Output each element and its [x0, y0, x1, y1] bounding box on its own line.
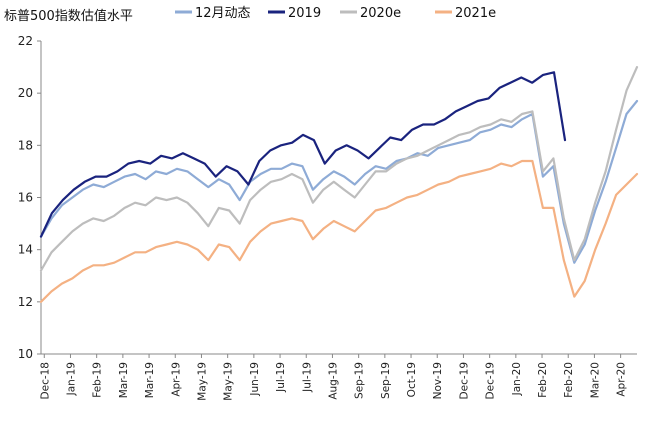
x-tick-label: Jan-19 — [65, 362, 77, 396]
x-tick-label: Apr-20 — [616, 362, 628, 397]
x-tick-label: Dec-19 — [458, 362, 470, 399]
x-tick-label: Oct-19 — [406, 362, 418, 397]
series-line-2020e — [39, 65, 639, 272]
y-tick-label: 16 — [18, 191, 33, 205]
y-tick-label: 20 — [18, 86, 33, 100]
x-tick-label: Mar-19 — [144, 362, 156, 398]
x-tick-label: Jul-19 — [275, 362, 287, 393]
x-tick-label: Feb-20 — [563, 362, 575, 398]
x-tick-label: Dec-18 — [39, 362, 51, 399]
legend-label: 2019 — [288, 6, 321, 21]
x-tick-label: Mar-20 — [589, 362, 601, 398]
x-tick-label: Jan-20 — [511, 362, 523, 396]
x-tick-label: Mar-19 — [118, 362, 130, 398]
legend-label: 2020e — [360, 6, 401, 21]
x-tick-label: Nov-19 — [432, 362, 444, 399]
y-tick-label: 14 — [18, 243, 33, 257]
x-tick-label: Jun-19 — [249, 362, 261, 397]
x-tick-label: Aug-19 — [327, 362, 339, 400]
chart-title: 标普500指数估值水平 — [4, 9, 133, 24]
series-line-2021e — [39, 159, 639, 303]
x-tick-label: Feb-19 — [92, 362, 104, 398]
x-tick-label: Dec-19 — [485, 362, 497, 399]
x-tick-label: Sep-19 — [354, 362, 366, 399]
x-tick-label: May-19 — [223, 362, 235, 401]
y-tick-label: 22 — [18, 34, 33, 48]
x-tick-label: Jul-19 — [301, 362, 313, 393]
x-tick-label: Sep-19 — [380, 362, 392, 399]
legend-label: 2021e — [455, 6, 496, 21]
series-line-12月动态 — [39, 99, 639, 264]
y-tick-label: 12 — [18, 295, 33, 309]
x-tick-label: Apr-19 — [170, 362, 182, 397]
legend-label: 12月动态 — [195, 6, 251, 21]
x-tick-label: May-19 — [196, 362, 208, 401]
x-tick-label: Feb-20 — [537, 362, 549, 398]
series-line-2019 — [39, 71, 567, 238]
y-tick-label: 10 — [18, 347, 33, 361]
y-tick-label: 18 — [18, 138, 33, 152]
